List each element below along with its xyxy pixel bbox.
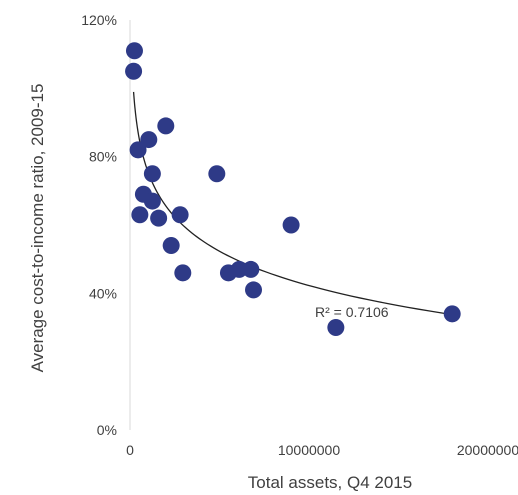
y-tick-label: 40%	[89, 285, 117, 301]
data-point	[327, 319, 345, 336]
data-point	[125, 62, 143, 80]
x-tick-label: 0	[126, 442, 134, 458]
data-point	[242, 260, 260, 278]
data-point	[208, 165, 226, 183]
y-tick-label: 120%	[81, 12, 117, 28]
data-point	[157, 117, 175, 135]
data-point	[174, 264, 192, 282]
y-tick-label: 80%	[89, 149, 117, 165]
data-point	[150, 209, 168, 227]
data-point	[143, 165, 161, 183]
data-point	[143, 192, 161, 210]
y-tick-label: 0%	[97, 422, 117, 438]
data-point	[131, 206, 149, 224]
data-points	[125, 42, 461, 336]
x-tick-label: 20000000	[457, 442, 518, 458]
data-point	[129, 141, 147, 159]
data-point	[443, 305, 461, 323]
x-axis-ticks: 0 10000000 20000000	[126, 442, 518, 458]
x-axis-title: Total assets, Q4 2015	[248, 473, 412, 492]
x-tick-label: 10000000	[278, 442, 341, 458]
y-axis-title: Average cost-to-income ratio, 2009-15	[28, 84, 47, 373]
data-point	[282, 216, 300, 234]
r-squared-label: R² = 0.7106	[315, 304, 389, 320]
data-point	[171, 206, 189, 224]
data-point	[230, 260, 248, 278]
trendline	[132, 91, 453, 316]
data-point	[245, 281, 263, 299]
y-axis-ticks: 0% 40% 80% 120%	[81, 12, 117, 438]
data-point	[162, 237, 180, 254]
data-point	[140, 131, 158, 149]
data-point	[125, 42, 143, 60]
